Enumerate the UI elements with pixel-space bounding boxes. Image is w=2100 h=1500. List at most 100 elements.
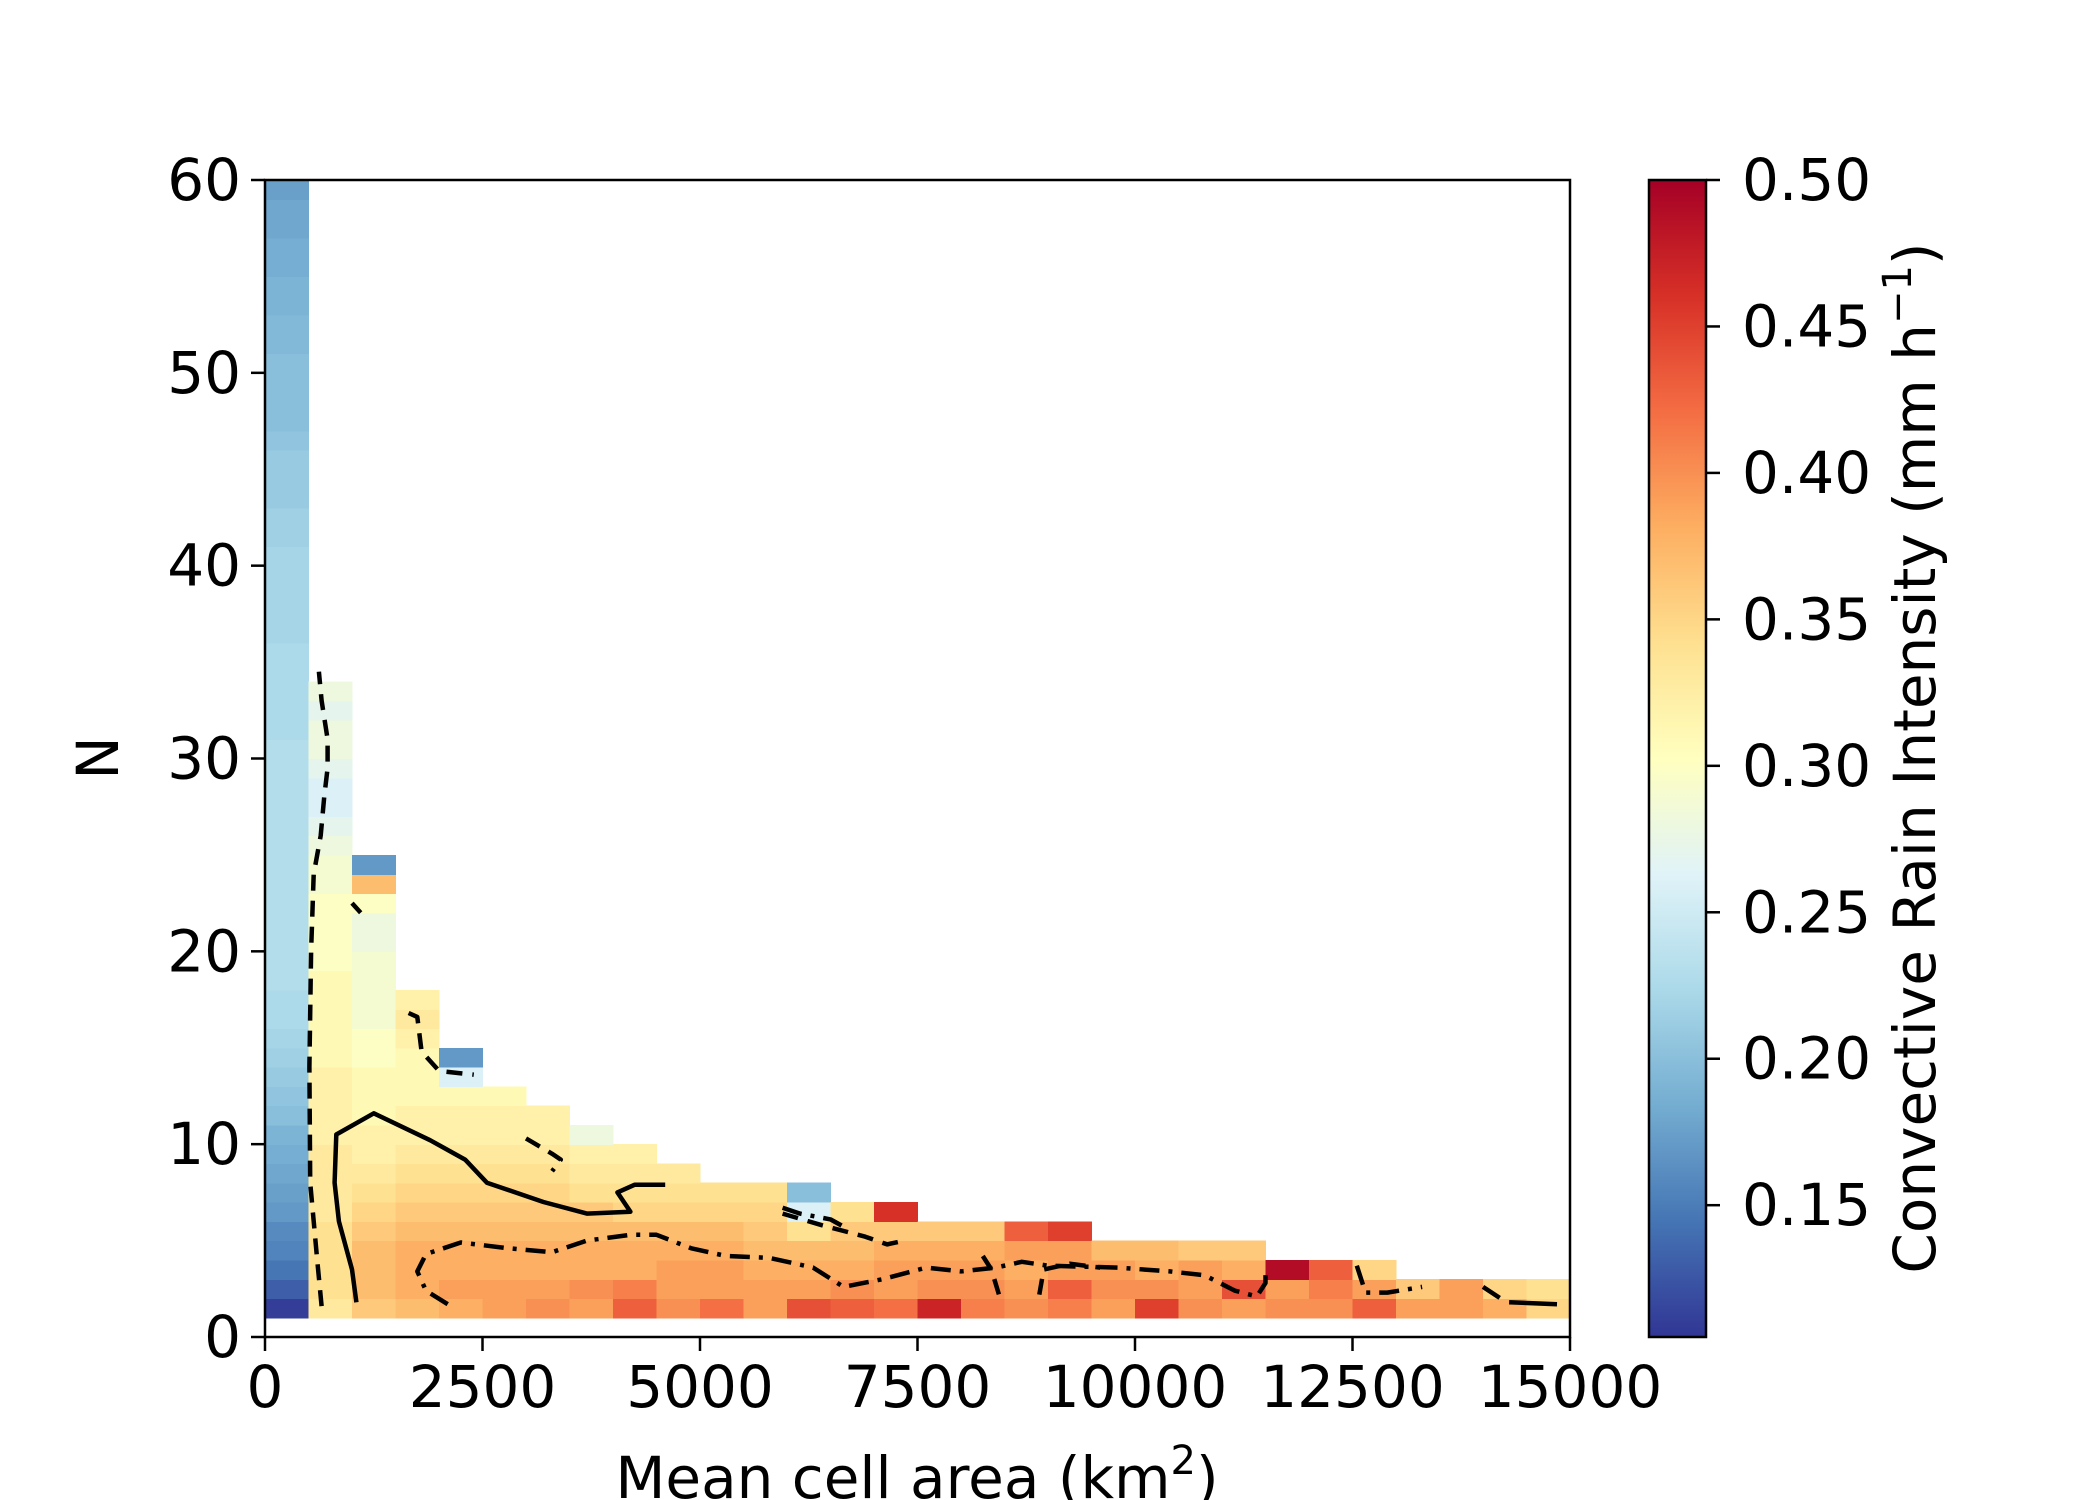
y-axis-ticks: 0 10 20 30 40 50 60 xyxy=(167,146,265,1371)
heatmap-cell xyxy=(265,797,310,817)
heatmap-cell xyxy=(265,469,310,490)
heatmap-cell xyxy=(352,989,397,1010)
heatmap-cell xyxy=(961,1298,1006,1319)
heatmap-cell xyxy=(569,1240,614,1261)
heatmap-cell xyxy=(743,1182,788,1203)
heatmap-cell xyxy=(569,1124,614,1145)
colorbar-tick-label: 0.15 xyxy=(1742,1171,1871,1239)
heatmap-cell xyxy=(787,1182,832,1203)
colorbar-title: Convective Rain Intensity (mm h−1) xyxy=(1875,242,1949,1273)
heatmap-cell xyxy=(439,1086,484,1107)
heatmap-cell xyxy=(352,932,397,952)
heatmap-cell xyxy=(352,1279,397,1300)
heatmap-cell xyxy=(352,912,397,933)
heatmap-cell xyxy=(874,1202,919,1222)
heatmap-cell xyxy=(265,257,310,278)
heatmap-cell xyxy=(395,1105,440,1126)
heatmap-cell xyxy=(700,1182,745,1203)
heatmap-cell xyxy=(830,1259,875,1280)
heatmap-cell xyxy=(265,700,310,721)
heatmap-cell xyxy=(395,1298,440,1319)
heatmap-cell xyxy=(526,1279,571,1300)
heatmap-cell xyxy=(1135,1279,1180,1300)
heatmap-cell xyxy=(265,584,310,605)
heatmap-cell xyxy=(482,1086,527,1107)
heatmap-cell xyxy=(656,1298,701,1319)
heatmap-cell xyxy=(569,1259,614,1280)
heatmap-cell xyxy=(308,777,353,798)
heatmap-cell xyxy=(743,1298,788,1319)
heatmap-cell xyxy=(482,1202,527,1222)
heatmap-cell xyxy=(1048,1279,1093,1300)
heatmap-cell xyxy=(308,893,353,914)
heatmap-cell xyxy=(961,1240,1006,1261)
heatmap-cell xyxy=(1091,1279,1136,1300)
heatmap-cell xyxy=(308,970,353,991)
heatmap-cell xyxy=(308,1182,353,1203)
colorbar-tick-label: 0.40 xyxy=(1742,439,1871,507)
heatmap-cell xyxy=(1309,1298,1354,1319)
x-tick-label: 12500 xyxy=(1260,1353,1445,1421)
heatmap-cell xyxy=(656,1279,701,1300)
heatmap-cell xyxy=(352,970,397,991)
heatmap-cell xyxy=(917,1298,962,1319)
heatmap-cell xyxy=(1178,1240,1223,1261)
contour-dashdot xyxy=(415,1232,1268,1307)
heatmap-cell xyxy=(1091,1240,1136,1261)
x-tick-label: 7500 xyxy=(844,1353,992,1421)
heatmap-cell xyxy=(352,1086,397,1107)
heatmap-cell xyxy=(700,1279,745,1300)
heatmap-cell xyxy=(265,1163,310,1184)
heatmap-cell xyxy=(1135,1240,1180,1261)
heatmap-cell xyxy=(569,1221,614,1242)
heatmap-cell xyxy=(352,1240,397,1261)
contour-dashdot xyxy=(1481,1285,1502,1301)
heatmap-cell xyxy=(743,1240,788,1261)
heatmap-cell xyxy=(1265,1259,1310,1280)
heatmap-cell xyxy=(439,1182,484,1203)
heatmap-cell xyxy=(1004,1221,1049,1242)
heatmap-cell xyxy=(395,1144,440,1165)
heatmap-cell xyxy=(569,1163,614,1184)
heatmap-cell xyxy=(265,276,310,297)
colorbar-tick-label: 0.50 xyxy=(1742,146,1871,214)
heatmap-cell xyxy=(439,1124,484,1145)
heatmap-cell xyxy=(265,527,310,547)
heatmap-cell xyxy=(308,1067,353,1087)
heatmap-cell xyxy=(265,565,310,586)
heatmap-cell xyxy=(265,854,310,875)
heatmap-cell xyxy=(569,1144,614,1165)
heatmap-cell xyxy=(395,1086,440,1107)
x-axis-title: Mean cell area (km2) xyxy=(615,1438,1218,1500)
heatmap-cell xyxy=(352,854,397,875)
heatmap-cell xyxy=(1352,1279,1397,1300)
heatmap-cell xyxy=(613,1259,658,1280)
heatmap-cell xyxy=(308,1105,353,1126)
heatmap-cell xyxy=(656,1163,701,1184)
heatmap-cell xyxy=(265,1105,310,1126)
heatmap-cell xyxy=(482,1124,527,1145)
heatmap-cell xyxy=(1178,1298,1223,1319)
heatmap-cell xyxy=(526,1259,571,1280)
heatmap-cell xyxy=(265,1124,310,1145)
contour-dashed xyxy=(350,901,363,915)
heatmap-cell xyxy=(787,1298,832,1319)
heatmap-cell xyxy=(265,392,310,412)
colorbar-tick-label: 0.30 xyxy=(1742,732,1871,800)
heatmap-cell xyxy=(830,1240,875,1261)
heatmap-cell xyxy=(787,1221,832,1242)
heatmap-cell xyxy=(265,970,310,991)
heatmap-cell xyxy=(265,1086,310,1107)
heatmap-cell xyxy=(917,1221,962,1242)
heatmap-cell xyxy=(265,411,310,432)
heatmap-cell xyxy=(395,1028,440,1049)
heatmap-cell xyxy=(917,1240,962,1261)
heatmap-cell xyxy=(265,758,310,779)
heatmap-cell xyxy=(613,1279,658,1300)
contour-lines xyxy=(307,671,1558,1307)
heatmap-cell xyxy=(1352,1298,1397,1319)
heatmap-cell xyxy=(352,1182,397,1203)
heatmap-cell xyxy=(308,932,353,952)
heatmap-cell xyxy=(265,449,310,470)
heatmap-cell xyxy=(1048,1221,1093,1242)
